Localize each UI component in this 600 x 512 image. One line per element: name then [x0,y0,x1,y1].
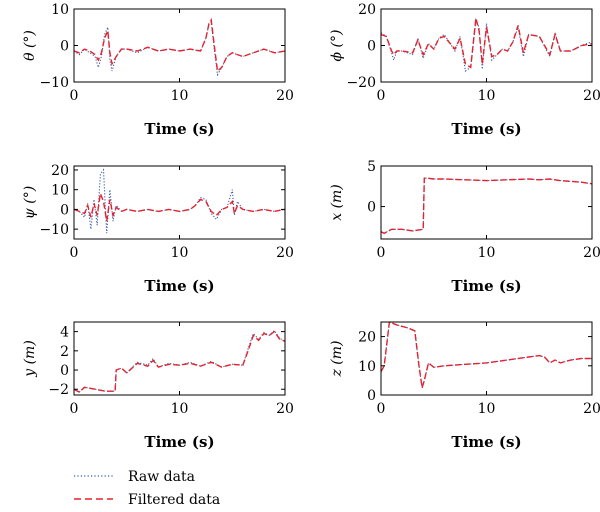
legend-raw-label: Raw data [128,469,195,485]
y-tick-label: 20 [51,163,69,179]
x-tick-label: 10 [171,401,189,417]
axis-frame [380,8,593,83]
x-tick-label: 20 [276,88,294,104]
filtered-series-line-4 [381,177,592,235]
filtered-series-line-5 [74,330,285,393]
legend: Raw data Filtered data [74,469,220,508]
y-axis-label: z (m) [329,340,345,377]
y-tick-label: 5 [367,159,376,175]
axis-frame [73,8,286,83]
filtered-series-line-2 [381,17,592,69]
x-tick-label: 0 [70,88,79,104]
x-tick-label: 0 [377,88,386,104]
raw-series-line-4 [381,177,592,234]
x-axis-label: Time (s) [144,433,214,451]
y-axis-label: ϕ (°) [329,30,345,62]
filtered-series-line-6 [381,322,592,388]
x-tick-label: 20 [276,245,294,261]
x-axis-label: Time (s) [144,277,214,295]
x-tick-label: 10 [478,245,496,261]
y-tick-label: 10 [51,183,69,199]
y-tick-label: −2 [48,382,69,398]
x-axis-label: Time (s) [451,433,521,451]
x-axis-label: Time (s) [451,120,521,138]
y-tick-label: −20 [346,75,376,91]
x-tick-label: 20 [583,401,600,417]
chart-panel-6: 0 10 20 0 10 20 Time (s) z (m) [329,321,600,451]
x-tick-label: 0 [70,245,79,261]
x-tick-label: 10 [478,401,496,417]
y-tick-label: 0 [60,363,69,379]
y-tick-label: 4 [60,325,69,341]
x-tick-label: 10 [478,88,496,104]
axis-frame [380,321,593,396]
x-tick-label: 0 [377,245,386,261]
y-axis-label: θ (°) [22,30,38,61]
legend-filtered-label: Filtered data [128,492,220,508]
raw-series-line-1 [74,20,285,77]
axis-frame [380,165,593,240]
x-tick-label: 20 [276,401,294,417]
y-tick-label: 2 [60,344,69,360]
y-tick-label: 10 [51,2,69,18]
axis-frame [73,321,286,396]
filtered-series-line-1 [74,17,285,73]
raw-series-line-6 [381,322,592,388]
chart-panel-4: 0 10 20 0 5 Time (s) x (m) [329,159,600,295]
filtered-series-line-3 [74,190,285,222]
y-tick-label: 20 [358,330,376,346]
raw-series-line-3 [74,168,285,234]
y-axis-label: y (m) [22,340,38,378]
x-axis-label: Time (s) [451,277,521,295]
x-tick-label: 10 [171,245,189,261]
y-tick-label: 0 [60,39,69,55]
y-tick-label: 20 [358,2,376,18]
y-tick-label: 0 [60,202,69,218]
x-tick-label: 20 [583,88,600,104]
raw-series-line-5 [74,329,285,393]
x-tick-label: 20 [583,245,600,261]
y-tick-label: 0 [367,39,376,55]
x-tick-label: 10 [171,88,189,104]
y-axis-label: x (m) [329,184,345,221]
y-tick-label: 0 [367,200,376,216]
y-tick-label: 10 [358,359,376,375]
y-tick-label: 0 [367,388,376,404]
y-tick-label: −10 [39,75,69,91]
y-axis-label: ψ (°) [22,186,38,219]
x-tick-label: 0 [377,401,386,417]
x-axis-label: Time (s) [144,120,214,138]
x-tick-label: 0 [70,401,79,417]
y-tick-label: −10 [39,222,69,238]
